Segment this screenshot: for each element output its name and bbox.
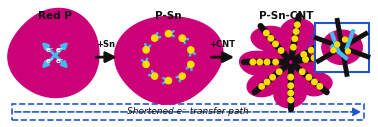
FancyBboxPatch shape (315, 23, 369, 72)
Polygon shape (280, 19, 315, 43)
Circle shape (308, 47, 314, 53)
Polygon shape (286, 61, 321, 84)
Circle shape (259, 84, 265, 89)
Circle shape (278, 48, 284, 53)
Text: e⁻: e⁻ (56, 58, 65, 64)
Circle shape (257, 59, 262, 65)
Circle shape (165, 30, 172, 37)
Ellipse shape (322, 30, 362, 65)
Polygon shape (263, 39, 295, 62)
Circle shape (288, 97, 293, 103)
Circle shape (291, 44, 296, 50)
Text: e⁻: e⁻ (45, 58, 54, 64)
Circle shape (342, 37, 347, 42)
Circle shape (263, 30, 269, 36)
Circle shape (303, 57, 308, 62)
Circle shape (306, 75, 311, 80)
Polygon shape (290, 47, 325, 70)
Circle shape (179, 35, 185, 41)
Circle shape (335, 42, 339, 47)
Circle shape (299, 69, 305, 74)
Text: e⁻: e⁻ (56, 47, 65, 53)
Circle shape (319, 54, 324, 59)
Circle shape (301, 52, 307, 57)
Text: Shortened e⁻ transfer path: Shortened e⁻ transfer path (127, 107, 249, 116)
Circle shape (152, 73, 158, 79)
Polygon shape (275, 67, 309, 90)
Circle shape (179, 73, 185, 79)
Circle shape (288, 74, 293, 80)
Circle shape (288, 83, 293, 88)
Polygon shape (274, 84, 306, 108)
Polygon shape (247, 72, 281, 97)
Text: +Sn: +Sn (96, 40, 115, 49)
Circle shape (165, 77, 172, 84)
Circle shape (143, 47, 149, 53)
Polygon shape (254, 51, 292, 73)
Polygon shape (279, 31, 312, 55)
Circle shape (273, 59, 279, 65)
Circle shape (294, 22, 300, 27)
Polygon shape (290, 41, 325, 65)
Circle shape (264, 79, 270, 85)
Text: Red P: Red P (38, 11, 72, 21)
Polygon shape (251, 26, 288, 50)
Circle shape (273, 41, 278, 47)
Circle shape (345, 49, 350, 54)
Text: +CNT: +CNT (209, 40, 235, 49)
Polygon shape (260, 61, 292, 85)
Circle shape (331, 48, 336, 53)
Circle shape (325, 53, 331, 58)
Text: P-Sn-CNT: P-Sn-CNT (259, 11, 313, 21)
Circle shape (311, 55, 317, 61)
Polygon shape (298, 72, 332, 96)
Circle shape (187, 61, 194, 68)
Polygon shape (240, 51, 274, 75)
Circle shape (270, 75, 275, 80)
Circle shape (321, 40, 326, 46)
Circle shape (293, 29, 299, 34)
Polygon shape (115, 17, 223, 104)
Circle shape (250, 59, 256, 65)
Polygon shape (8, 9, 99, 98)
Polygon shape (301, 34, 336, 59)
Circle shape (288, 90, 293, 96)
Text: P-Sn: P-Sn (155, 11, 182, 21)
Circle shape (317, 84, 322, 89)
FancyBboxPatch shape (12, 104, 364, 120)
Circle shape (152, 35, 158, 41)
Circle shape (264, 59, 270, 65)
Circle shape (312, 79, 317, 85)
Circle shape (187, 47, 194, 53)
Circle shape (276, 69, 282, 74)
Circle shape (143, 61, 149, 68)
Polygon shape (305, 44, 338, 69)
Circle shape (292, 36, 297, 41)
Circle shape (315, 44, 320, 49)
Circle shape (268, 36, 274, 41)
Text: e⁻: e⁻ (45, 47, 54, 53)
